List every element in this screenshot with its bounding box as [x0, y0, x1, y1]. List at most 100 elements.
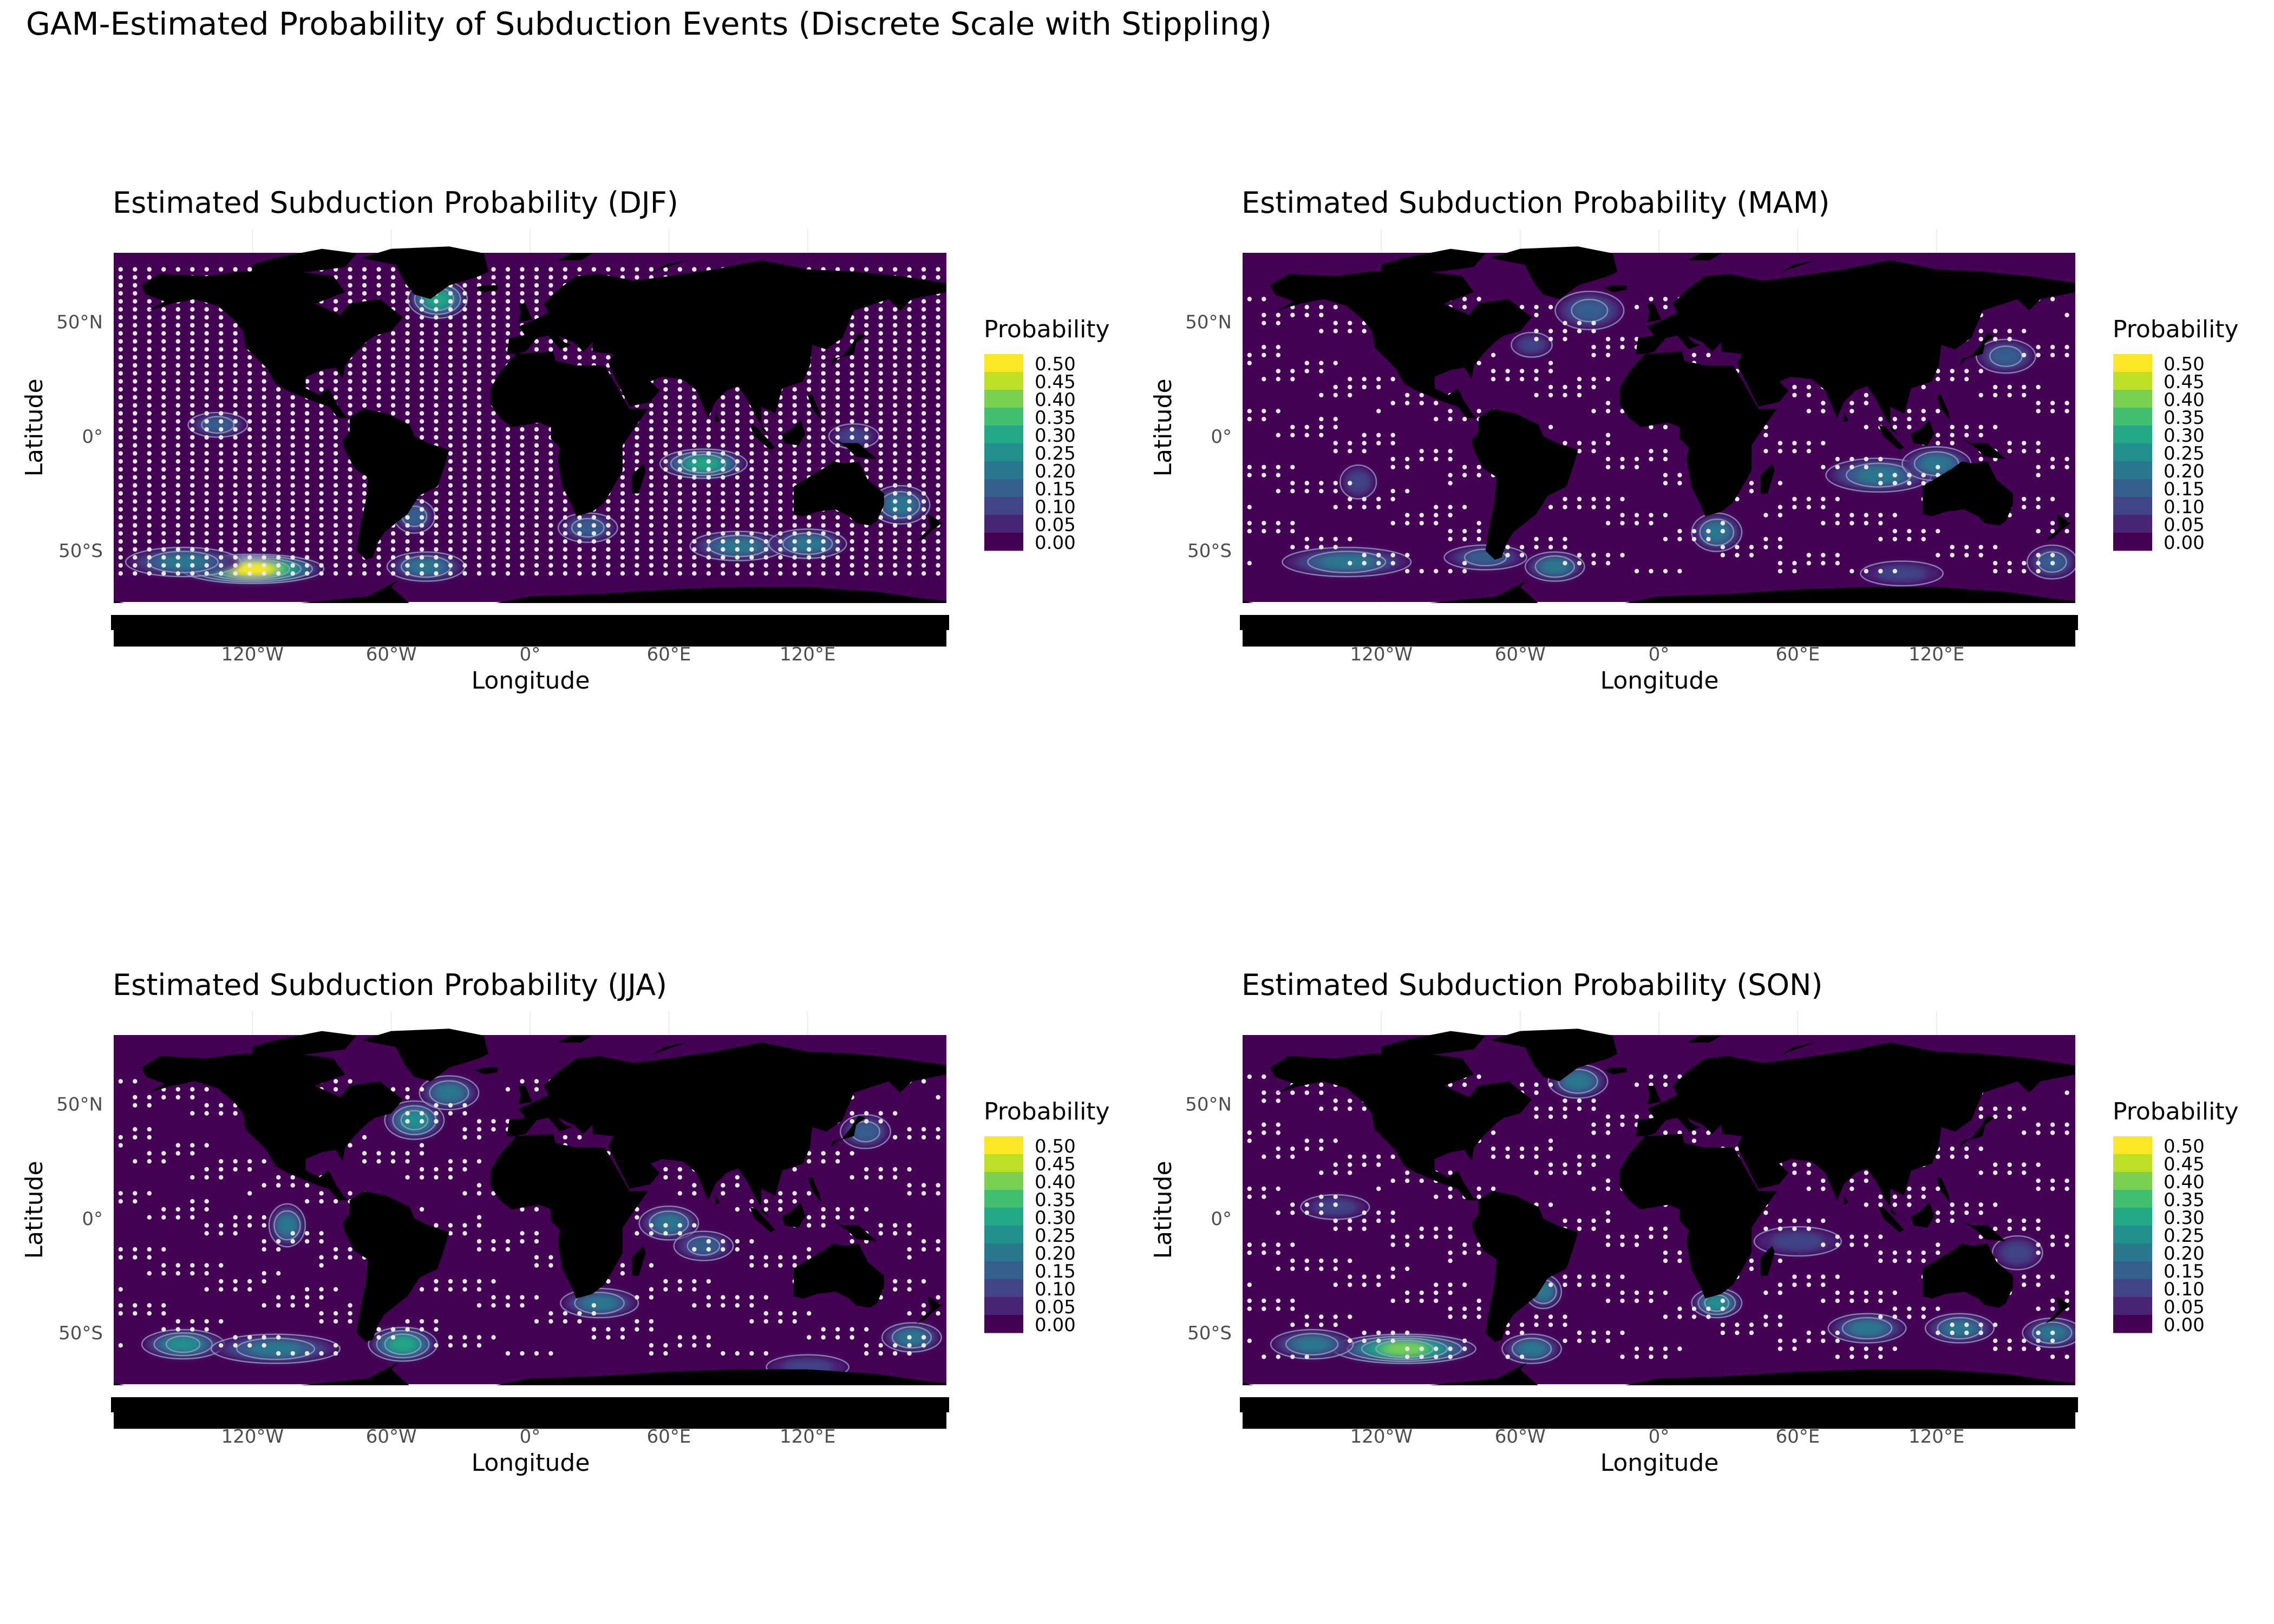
- contour-line: [1463, 548, 1507, 567]
- continent-australia: [1923, 1243, 2013, 1308]
- legend: Probability0.500.450.400.350.300.250.200…: [984, 316, 1110, 554]
- continent-eurasia: [507, 260, 946, 434]
- continent-philippines: [1936, 1177, 1951, 1203]
- legend-label: 0.15: [1035, 479, 1076, 500]
- continent-sri-lanka: [715, 413, 720, 423]
- continent-south-america: [343, 1191, 449, 1342]
- contour-line: [670, 451, 737, 476]
- contour-line: [201, 416, 235, 434]
- continent-south-america: [1472, 1191, 1578, 1342]
- antarctic-gap: [1240, 603, 2078, 615]
- continent-africa: [1619, 351, 1777, 516]
- legend-swatch: [984, 354, 1023, 372]
- continent-sri-lanka: [715, 1195, 720, 1205]
- legend-label: 0.50: [1035, 353, 1076, 375]
- legend-swatch: [2113, 443, 2152, 462]
- legend-swatch: [984, 1226, 1023, 1244]
- contour-line: [649, 1210, 689, 1236]
- continent-new-guinea: [1962, 438, 2006, 460]
- y-axis-title: Latitude: [1149, 378, 1177, 476]
- continent-greenland: [1490, 246, 1618, 299]
- y-axis-title: Latitude: [21, 378, 48, 476]
- contour-line: [1975, 338, 2036, 374]
- contour-line: [1558, 1069, 1598, 1094]
- contour-line: [2026, 544, 2075, 580]
- contour-line: [560, 1288, 639, 1319]
- hotspot-8: [675, 1232, 733, 1260]
- legend: Probability0.500.450.400.350.300.250.200…: [984, 1098, 1110, 1336]
- antarctic-band: [111, 1397, 949, 1412]
- continent-iceland: [474, 285, 498, 292]
- legend-swatch: [984, 443, 1023, 462]
- panel-son: Estimated Subduction Probability (SON) 12…: [1129, 928, 2271, 1535]
- continent-africa: [1619, 1134, 1777, 1299]
- contour-line: [2032, 1321, 2073, 1344]
- legend-label: 0.10: [1035, 1279, 1076, 1300]
- continent-svalbard: [1687, 1036, 1722, 1043]
- legend: Probability0.500.450.400.350.300.250.200…: [2113, 316, 2239, 554]
- legend-label: 0.25: [1035, 1225, 1076, 1247]
- hotspot-8: [1977, 340, 2035, 372]
- x-tick-label: 60°W: [366, 1426, 417, 1448]
- legend-label: 0.35: [1035, 1189, 1076, 1211]
- legend-swatch: [984, 1243, 1023, 1262]
- continent-madagascar: [632, 1246, 646, 1276]
- y-tick-label: 0°: [1211, 1208, 1232, 1230]
- contour-line: [1991, 1235, 2043, 1271]
- legend-label: 0.15: [2164, 479, 2205, 500]
- continent-borneo: [1911, 1202, 1935, 1228]
- contour-line: [574, 1292, 625, 1314]
- legend-swatch: [2113, 515, 2152, 533]
- hotspot-1: [1272, 1331, 1352, 1358]
- x-tick-label: 60°E: [1775, 644, 1820, 665]
- legend-swatch: [984, 390, 1023, 408]
- contour-line: [557, 512, 618, 543]
- legend-label: 0.50: [2164, 1136, 2205, 1157]
- hotspot-1: [127, 548, 240, 576]
- contour-line: [268, 1203, 306, 1248]
- legend-title: Probability: [2113, 1098, 2239, 1125]
- contour-line: [1511, 1337, 1552, 1360]
- legend-label: 0.15: [2164, 1261, 2205, 1282]
- contour-line: [419, 1075, 480, 1110]
- legend-label: 0.30: [1035, 1207, 1076, 1229]
- continent-north-america: [141, 1053, 403, 1201]
- contour-line: [1534, 555, 1575, 578]
- hotspot-0: [143, 1331, 224, 1358]
- legend-swatch: [2113, 1172, 2152, 1190]
- continent-new-zealand: [2045, 1296, 2071, 1324]
- contour-line: [376, 1330, 430, 1359]
- legend-label: 0.20: [1035, 461, 1076, 482]
- contour-line: [1924, 1313, 1995, 1344]
- continent-greenland: [361, 246, 489, 299]
- legend-label: 0.40: [1035, 389, 1076, 411]
- continent-australia: [794, 461, 884, 526]
- continent-north-america: [141, 271, 403, 418]
- hotspot-10: [841, 1116, 890, 1148]
- hotspot-1: [212, 1335, 339, 1363]
- contour-line: [1339, 464, 1377, 500]
- legend-label: 0.05: [2164, 1296, 2205, 1318]
- legend-swatch: [2113, 1190, 2152, 1208]
- continent-madagascar: [1761, 463, 1775, 494]
- continent-greenland: [361, 1029, 489, 1082]
- legend-label: 0.00: [2164, 1314, 2205, 1336]
- legend-label: 0.20: [1035, 1243, 1076, 1265]
- contour-line: [236, 1337, 316, 1360]
- land-mask: [114, 246, 946, 647]
- x-tick-label: 60°E: [1775, 1426, 1820, 1448]
- contour-line: [1375, 1339, 1434, 1358]
- x-tick-label: 60°W: [366, 644, 417, 665]
- y-axis-title: Latitude: [1149, 1161, 1177, 1259]
- legend-label: 0.40: [2164, 389, 2205, 411]
- antarctic-band: [1240, 1397, 2078, 1412]
- legend-swatch: [984, 533, 1023, 551]
- x-tick-label: 120°E: [780, 644, 835, 665]
- legend-label: 0.15: [1035, 1261, 1076, 1282]
- antarctic-gap: [111, 603, 949, 615]
- x-tick-label: 120°W: [221, 1426, 284, 1448]
- legend-swatch: [2113, 408, 2152, 426]
- panel-mam: Estimated Subduction Probability (MAM) 12…: [1129, 146, 2271, 752]
- legend-label: 0.50: [1035, 1136, 1076, 1157]
- legend-swatch: [2113, 1208, 2152, 1226]
